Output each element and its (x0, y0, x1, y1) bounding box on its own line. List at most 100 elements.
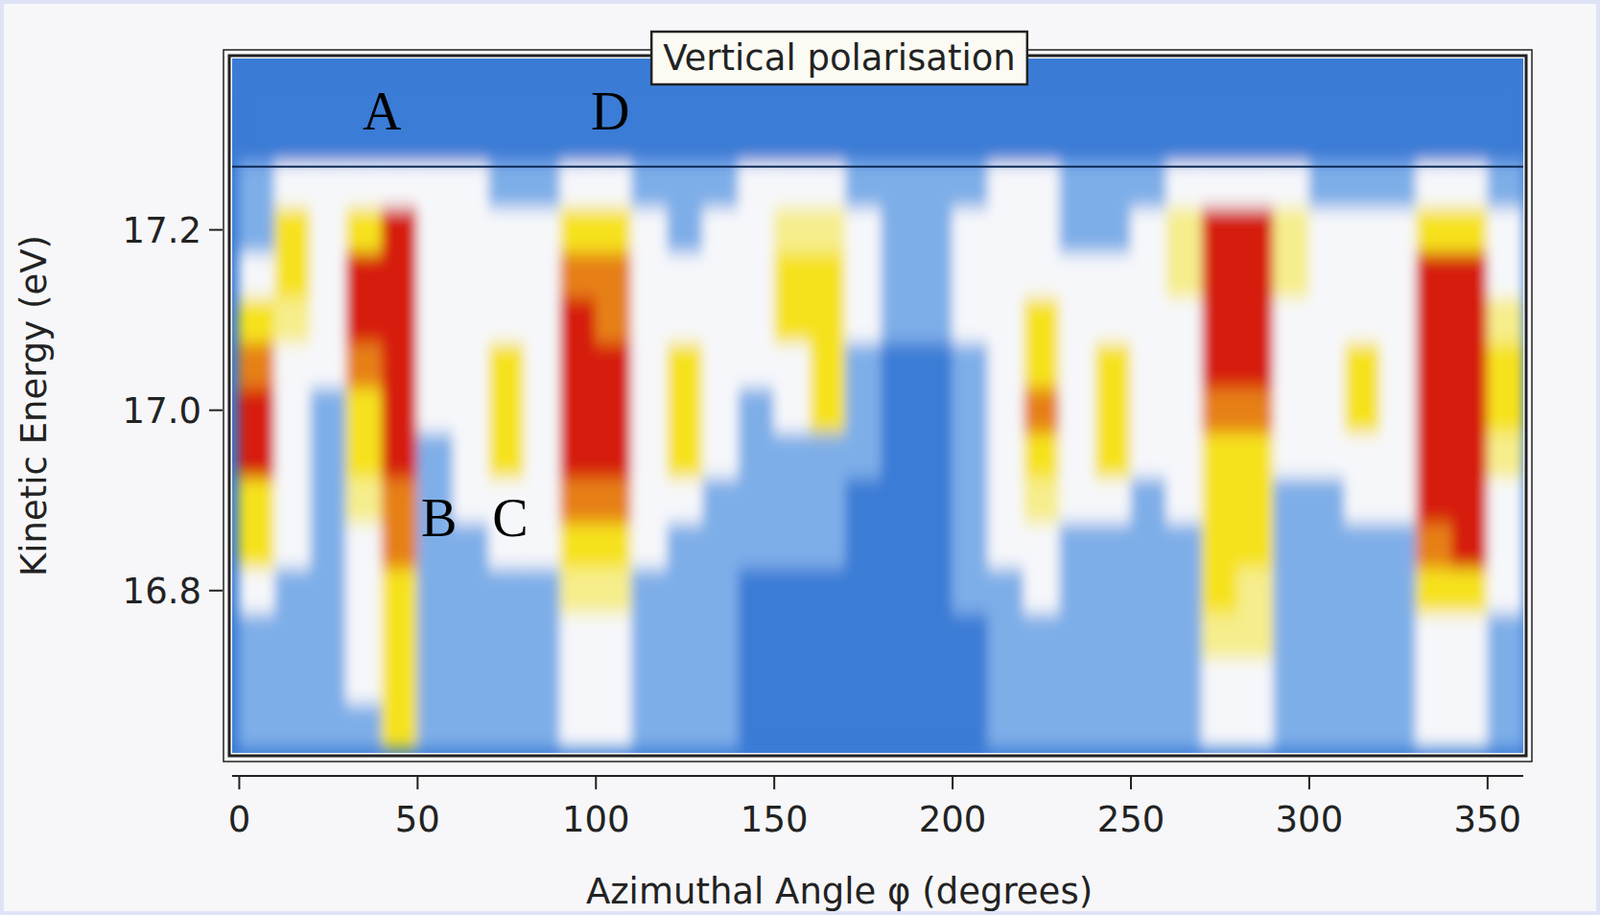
heat-cell (1237, 567, 1274, 614)
heat-cell (631, 522, 668, 569)
heat-cell (1237, 387, 1274, 434)
heat-cell (309, 567, 347, 614)
heat-cell (1272, 432, 1310, 479)
heat-cell (1058, 252, 1096, 299)
heat-cell (1308, 252, 1345, 299)
plot-outer-frame (223, 49, 1532, 762)
heat-cell (1272, 162, 1310, 209)
heat-cell (845, 477, 882, 524)
heat-cell (916, 342, 953, 389)
heat-cell (1344, 342, 1382, 389)
heat-cell (1486, 432, 1524, 479)
heat-cell (737, 117, 775, 164)
chart: 050100150200250300350Azimuthal Angle φ (… (0, 0, 1600, 915)
heat-cell (1166, 252, 1203, 299)
heat-cell (631, 162, 668, 209)
heat-cell (1451, 117, 1488, 164)
heat-cell (452, 342, 490, 389)
heat-cell (274, 477, 311, 524)
heat-cell (809, 297, 847, 344)
heat-cell (631, 567, 668, 614)
heat-cell (1094, 297, 1131, 344)
heat-cell (916, 162, 953, 209)
heat-cell (1486, 117, 1524, 164)
heat-cell (381, 162, 419, 209)
heat-cell (1129, 387, 1167, 434)
heat-cell (952, 522, 989, 569)
heat-cell (452, 207, 490, 254)
heat-cell (1129, 71, 1167, 118)
x-tick-label: 150 (740, 799, 809, 841)
heat-cell (880, 162, 918, 209)
heat-cell (1237, 658, 1274, 705)
heat-cell (1094, 162, 1131, 209)
heat-cell (702, 432, 739, 479)
heat-cell (1094, 252, 1131, 299)
heat-cell (1344, 252, 1382, 299)
heat-cell (1380, 703, 1417, 750)
heat-cell (523, 252, 561, 299)
heat-cell (1380, 477, 1417, 524)
title-box (651, 31, 1028, 85)
heat-cell (1237, 612, 1274, 659)
heat-cell (1486, 567, 1524, 614)
heat-cell (1308, 432, 1345, 479)
heat-cell (238, 658, 276, 705)
x-tick-label: 250 (1097, 799, 1166, 841)
heat-cell (1415, 612, 1453, 659)
heat-cell (988, 207, 1025, 254)
heat-cell (595, 342, 633, 389)
heat-cell (774, 342, 811, 389)
heat-cell (737, 387, 775, 434)
heat-cell (381, 297, 419, 344)
heat-cell (1451, 432, 1488, 479)
annotation: B (421, 488, 457, 548)
heat-cell (595, 703, 633, 750)
heat-cell (631, 297, 668, 344)
heat-cell (1094, 612, 1131, 659)
heat-cell (774, 522, 811, 569)
heat-cell (345, 703, 382, 750)
heat-cell (1415, 567, 1453, 614)
heat-cell (631, 207, 668, 254)
heat-cell (1486, 342, 1524, 389)
heat-cell (845, 162, 882, 209)
heat-cell (774, 297, 811, 344)
heat-cell (631, 342, 668, 389)
heat-cell (595, 477, 633, 524)
heat-cell (1380, 658, 1417, 705)
heat-cell (1486, 71, 1524, 118)
x-tick-label: 50 (395, 799, 441, 841)
heat-cell (1344, 658, 1382, 705)
heat-cell (595, 252, 633, 299)
heat-cell (952, 207, 989, 254)
heat-cell (1308, 342, 1345, 389)
heat-cell (1344, 703, 1382, 750)
heat-cell (560, 567, 597, 614)
heat-cell (560, 387, 597, 434)
heat-cell (1201, 658, 1239, 705)
heat-cell (952, 703, 989, 750)
heat-cell (381, 658, 419, 705)
heat-cell (381, 703, 419, 750)
annotation: D (590, 81, 630, 142)
heat-cell (1023, 477, 1060, 524)
heat-cell (417, 117, 454, 164)
heat-cell (666, 658, 704, 705)
heat-cell (1308, 522, 1345, 569)
heat-cell (880, 432, 918, 479)
heat-cell (1272, 477, 1310, 524)
heat-cell (452, 432, 490, 479)
heat-cell (1308, 477, 1345, 524)
heat-cell (274, 612, 311, 659)
heat-cell (1308, 567, 1345, 614)
heat-cell (1272, 297, 1310, 344)
heat-cell (523, 71, 561, 118)
heat-cell (381, 612, 419, 659)
heat-cell (1023, 297, 1060, 344)
heat-cell (809, 252, 847, 299)
heat-cell (666, 387, 704, 434)
heat-cell (488, 297, 525, 344)
heat-cell (1094, 117, 1131, 164)
x-tick-label: 100 (562, 799, 631, 841)
